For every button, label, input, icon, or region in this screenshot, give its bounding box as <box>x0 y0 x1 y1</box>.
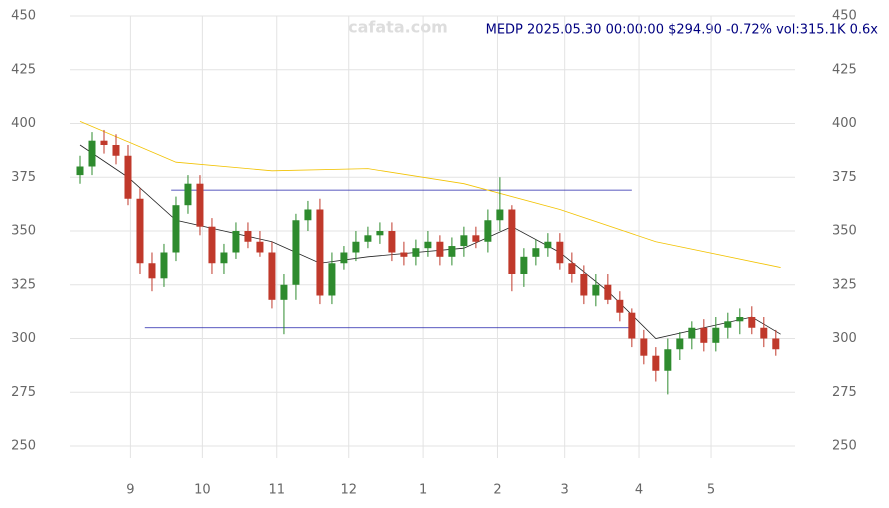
candle-body <box>112 145 120 156</box>
y-tick-label: 300 <box>11 331 36 346</box>
y-tick-label-right: 450 <box>832 9 857 24</box>
candle-body <box>460 235 468 247</box>
candle-body <box>760 327 768 339</box>
candle-body <box>580 274 588 296</box>
candle-body <box>352 241 360 253</box>
candle-body <box>772 338 780 350</box>
y-tick-label-right: 250 <box>832 439 857 454</box>
candle-body <box>688 327 696 339</box>
candle-body <box>268 252 276 300</box>
y-tick-label-right: 350 <box>832 224 857 239</box>
y-tick-label-right: 375 <box>832 170 857 185</box>
candle-body <box>388 231 396 253</box>
candle-body <box>244 231 252 242</box>
x-tick-label: 10 <box>194 483 211 498</box>
candle-body <box>304 209 312 221</box>
y-tick-label: 350 <box>11 224 36 239</box>
candle-body <box>544 241 552 249</box>
y-tick-label-right: 300 <box>832 331 857 346</box>
candle-body <box>364 235 372 242</box>
y-tick-label-right: 275 <box>832 385 857 400</box>
candle-body <box>220 252 228 264</box>
candle-body <box>256 241 264 253</box>
chart-title: MEDP 2025.05.30 00:00:00 $294.90 -0.72% … <box>486 23 879 38</box>
x-tick-label: 9 <box>126 483 134 498</box>
moving-average <box>79 120 781 268</box>
candle-body <box>556 241 564 264</box>
x-tick-label: 5 <box>707 483 715 498</box>
candle-body <box>160 252 168 279</box>
x-tick-label: 11 <box>268 483 285 498</box>
candle-body <box>232 231 240 253</box>
candle-body <box>592 284 600 296</box>
candle-body <box>496 209 504 221</box>
y-tick-label-right: 400 <box>832 116 857 131</box>
candle-body <box>88 140 96 167</box>
candle-body <box>484 220 492 242</box>
candle-body <box>184 183 192 206</box>
candle-body <box>100 140 108 145</box>
candle-body <box>436 241 444 257</box>
candle-body <box>628 312 636 339</box>
candle-body <box>340 252 348 264</box>
candle-body <box>724 321 732 328</box>
candle-body <box>736 317 744 322</box>
candle-body <box>712 327 720 343</box>
candle-body <box>136 198 144 264</box>
candle-body <box>700 327 708 343</box>
candle-body <box>76 166 84 176</box>
candle-body <box>208 226 216 264</box>
candle-body <box>520 256 528 274</box>
candle-body <box>400 252 408 257</box>
candle-body <box>472 235 480 242</box>
candle-body <box>448 246 456 257</box>
watermark: cafata.com <box>348 18 448 37</box>
y-tick-label: 400 <box>11 116 36 131</box>
x-tick-label: 12 <box>340 483 357 498</box>
candle-body <box>196 183 204 227</box>
y-tick-label-right: 325 <box>832 277 857 292</box>
candle-body <box>280 284 288 300</box>
candle-body <box>532 248 540 257</box>
candle-body <box>604 284 612 300</box>
candle-body <box>664 349 672 371</box>
candle-body <box>316 209 324 296</box>
candle-body <box>124 155 132 199</box>
x-tick-label: 3 <box>561 483 569 498</box>
candle-body <box>328 263 336 296</box>
candle-body <box>376 231 384 236</box>
candle-body <box>640 338 648 356</box>
candle-body <box>568 263 576 274</box>
candle-body <box>652 355 660 371</box>
y-tick-label: 325 <box>11 277 36 292</box>
candle-body <box>676 338 684 350</box>
y-tick-label: 450 <box>11 9 36 24</box>
candle-body <box>148 263 156 279</box>
x-tick-label: 1 <box>419 483 427 498</box>
candle-body <box>292 220 300 285</box>
candle-body <box>412 248 420 257</box>
y-tick-label: 275 <box>11 385 36 400</box>
x-tick-label: 2 <box>493 483 501 498</box>
candle-body <box>424 241 432 249</box>
y-tick-label-right: 425 <box>832 62 857 77</box>
x-tick-label: 4 <box>635 483 643 498</box>
candle-body <box>508 209 516 274</box>
candle-body <box>748 317 756 328</box>
candle-body <box>616 299 624 313</box>
y-tick-label: 375 <box>11 170 36 185</box>
y-tick-label: 425 <box>11 62 36 77</box>
y-tick-label: 250 <box>11 439 36 454</box>
candle-body <box>172 205 180 253</box>
